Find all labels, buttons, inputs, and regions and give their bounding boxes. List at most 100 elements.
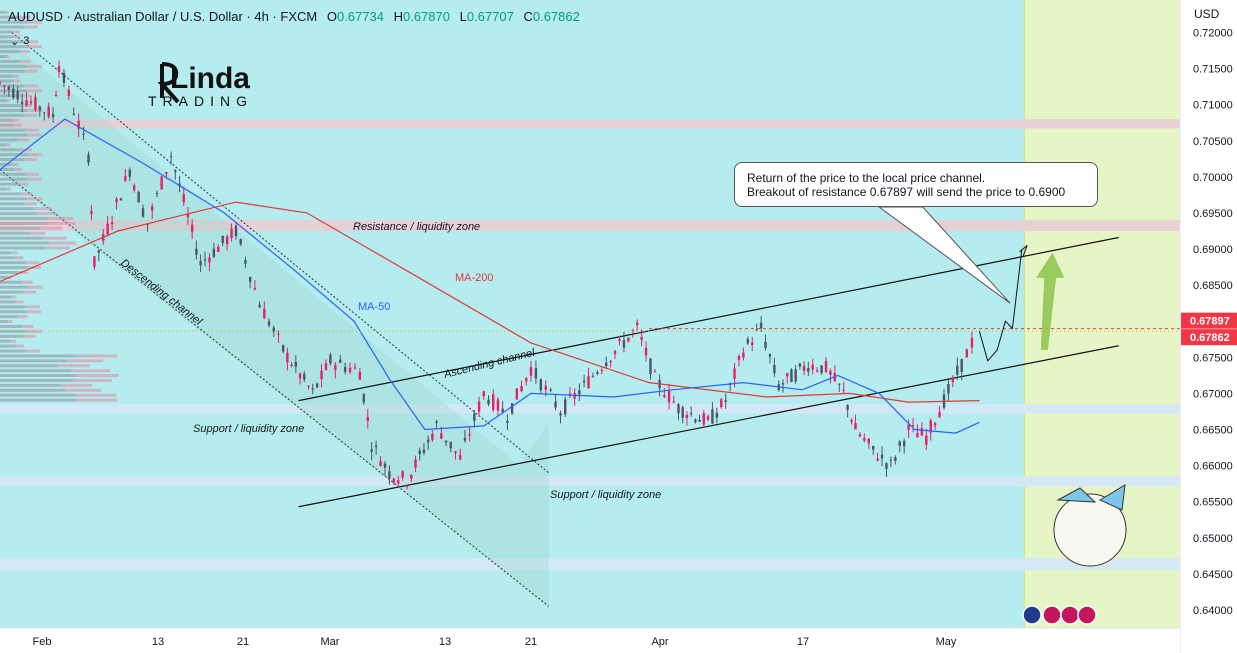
candle-body <box>324 363 328 370</box>
candle-body <box>867 438 870 444</box>
volume-profile-bar <box>12 30 20 34</box>
indicators-toggle[interactable]: ⌄ 3 <box>10 33 40 49</box>
volume-profile-bar <box>47 216 74 220</box>
volume-profile-bar <box>0 256 15 260</box>
candle-body <box>925 435 928 445</box>
volume-profile-bar <box>24 40 39 44</box>
candle-body <box>858 434 862 437</box>
candle-body <box>824 360 828 372</box>
volume-profile-bar <box>0 344 16 348</box>
candle-body <box>267 321 271 326</box>
flag-icon[interactable] <box>1077 605 1097 625</box>
candle-body <box>894 457 897 461</box>
volume-profile-bar <box>0 388 66 392</box>
volume-profile-bar <box>0 182 19 186</box>
candle-body <box>388 471 391 479</box>
candle-body <box>263 308 266 319</box>
candle-body <box>0 82 2 84</box>
volume-profile-bar <box>20 104 32 108</box>
candle-body <box>746 338 750 344</box>
volume-profile-bar <box>0 20 28 24</box>
candle-body <box>492 394 495 410</box>
candle-body <box>7 87 11 90</box>
candle-body <box>863 437 866 441</box>
volume-profile-bar <box>0 74 13 78</box>
candle-body <box>702 413 705 425</box>
candle-body <box>57 66 61 73</box>
volume-profile-bar <box>0 354 76 358</box>
volume-profile-bar <box>11 251 18 255</box>
volume-profile-bar <box>0 187 7 191</box>
y-tick-label: 0.67500 <box>1193 352 1233 364</box>
candle-body <box>596 372 599 374</box>
candle-body <box>146 224 149 226</box>
price-tag-label: 0.67897 <box>1190 316 1230 328</box>
volume-profile-bar <box>0 143 7 147</box>
price-tag-bg <box>1181 312 1237 329</box>
candle-body <box>128 169 131 177</box>
y-tick-label: 0.69500 <box>1193 208 1233 220</box>
y-tick-label: 0.71000 <box>1193 100 1233 112</box>
volume-profile-bar <box>0 55 6 59</box>
mascot-icon <box>1053 493 1127 567</box>
candle-body <box>515 388 519 400</box>
flag-icon[interactable] <box>1022 605 1042 625</box>
volume-profile-bar <box>27 108 43 112</box>
volume-profile-bar <box>0 285 28 289</box>
candle-body <box>794 369 797 382</box>
open-label: O <box>326 9 337 24</box>
candle-body <box>956 365 959 375</box>
candle-body <box>846 405 849 410</box>
candle-body <box>510 403 514 414</box>
candle-body <box>137 192 140 203</box>
high-value: 0.67870 <box>402 9 450 24</box>
candle-body <box>811 364 814 370</box>
volume-profile-bar <box>40 226 63 230</box>
volume-profile-bar <box>24 69 38 73</box>
volume-profile-bar <box>27 64 43 68</box>
candle-body <box>854 423 857 430</box>
volume-profile-bar <box>8 320 13 324</box>
volume-profile-bar <box>0 123 14 127</box>
candle-body <box>911 425 915 427</box>
candle-body <box>618 339 621 342</box>
volume-profile-bar <box>13 35 21 39</box>
volume-profile-bar <box>0 10 6 14</box>
candle-body <box>374 445 378 448</box>
candle-body <box>790 369 793 383</box>
candle-body <box>174 170 177 172</box>
forecast-path <box>978 248 1023 362</box>
currency-label[interactable]: USD <box>1194 7 1220 21</box>
candle-body <box>290 364 293 367</box>
volume-profile-bar <box>19 94 30 98</box>
volume-profile-bar <box>0 207 34 211</box>
volume-profile-bar <box>0 172 26 176</box>
candle-body <box>694 419 697 423</box>
symbol-name[interactable]: AUDUSD <box>8 9 63 24</box>
candle-body <box>609 360 612 363</box>
volume-profile-bar <box>0 40 25 44</box>
volume-profile-bar <box>75 354 118 358</box>
candle-body <box>773 365 776 374</box>
candle-body <box>311 388 314 390</box>
time-axis[interactable] <box>0 628 1180 653</box>
flag-icon[interactable] <box>1060 605 1080 625</box>
descending-channel-fill <box>0 32 549 607</box>
candle-body <box>742 352 745 358</box>
volume-profile-bar <box>0 226 41 230</box>
volume-profile-bar <box>26 310 42 314</box>
candle-body <box>195 248 198 255</box>
volume-profile-bar <box>13 123 22 127</box>
y-tick-label: 0.71500 <box>1193 64 1233 76</box>
volume-profile-bar <box>72 378 112 382</box>
candle-body <box>230 228 233 239</box>
candle-body <box>842 389 845 391</box>
candle-body <box>155 192 159 195</box>
candle-body <box>636 322 639 326</box>
candle-body <box>119 198 123 201</box>
flag-icon[interactable] <box>1042 605 1062 625</box>
candle-body <box>737 355 741 360</box>
candle-body <box>182 194 185 203</box>
